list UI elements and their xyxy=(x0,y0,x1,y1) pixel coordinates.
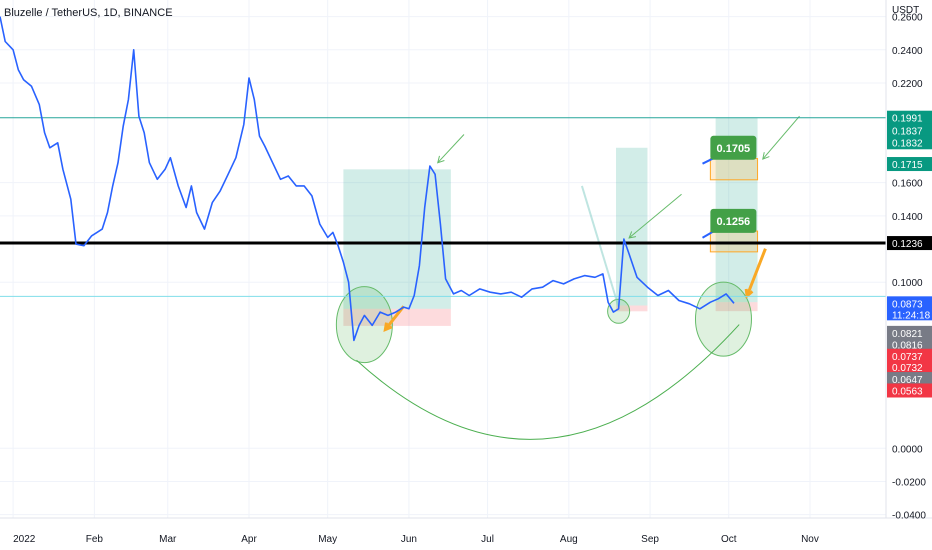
x-tick-label: Jun xyxy=(401,534,417,545)
bottom-circle[interactable] xyxy=(335,286,393,364)
countdown-label: 11:24:18 xyxy=(892,310,931,321)
y-tick-label: 0.1400 xyxy=(892,212,923,223)
x-tick-label: Sep xyxy=(641,534,659,545)
price-badge[interactable] xyxy=(887,110,932,125)
x-tick-label: Oct xyxy=(721,534,737,545)
price-callout[interactable] xyxy=(710,135,757,160)
x-tick-label: May xyxy=(318,534,337,545)
price-badge-label: 0.0737 xyxy=(892,352,923,363)
pointer-arrow-head xyxy=(437,155,445,164)
price-badge-label: 0.0563 xyxy=(892,386,923,397)
pointer-arrow[interactable] xyxy=(628,193,682,239)
x-tick-label: Mar xyxy=(159,534,177,545)
chart-title: Bluzelle / TetherUS, 1D, BINANCE xyxy=(4,7,173,19)
price-badge-label: 0.0873 xyxy=(892,299,923,310)
x-tick-label: Jul xyxy=(481,534,494,545)
target-box[interactable] xyxy=(709,230,759,253)
x-tick-label: 2022 xyxy=(13,534,36,545)
pointer-arrow[interactable] xyxy=(437,134,465,164)
price-badge-label: 0.1991 xyxy=(892,114,923,125)
y-tick-label: -0.0400 xyxy=(892,511,926,522)
price-callout-label: 0.1705 xyxy=(717,143,751,155)
price-badge[interactable] xyxy=(887,135,932,150)
pointer-arrow[interactable] xyxy=(384,305,405,331)
price-axis[interactable] xyxy=(886,0,932,550)
bottom-circle[interactable] xyxy=(694,281,752,357)
long-position-stop-zone[interactable] xyxy=(616,305,648,312)
y-tick-label: -0.0200 xyxy=(892,477,926,488)
price-badge[interactable] xyxy=(887,123,932,138)
price-badge-label: 0.1832 xyxy=(892,138,923,149)
price-badge[interactable] xyxy=(887,348,932,363)
y-tick-label: 0.2200 xyxy=(892,79,923,90)
pointer-arrow-head xyxy=(628,231,637,239)
y-tick-label: 0.2600 xyxy=(892,13,923,24)
price-badge[interactable] xyxy=(887,157,932,172)
price-badge-label: 0.0732 xyxy=(892,363,923,374)
pointer-arrow-head xyxy=(762,152,770,160)
x-tick-label: Nov xyxy=(801,534,819,545)
target-box[interactable] xyxy=(709,158,759,181)
price-badge[interactable] xyxy=(887,337,932,352)
y-tick-label: 0.1600 xyxy=(892,179,923,190)
price-badge-label: 0.1715 xyxy=(892,160,923,171)
price-line[interactable] xyxy=(0,16,735,342)
price-badge-label: 0.1236 xyxy=(892,239,923,250)
x-tick-label: Aug xyxy=(560,534,578,545)
cup-arc[interactable] xyxy=(356,324,740,440)
x-tick-label: Apr xyxy=(241,534,257,545)
y-tick-label: 0.0000 xyxy=(892,444,923,455)
y-tick-label: 0.1000 xyxy=(892,278,923,289)
price-badge[interactable] xyxy=(887,383,932,398)
x-tick-label: Feb xyxy=(86,534,104,545)
pointer-arrow[interactable] xyxy=(745,248,767,297)
price-badge[interactable] xyxy=(887,372,932,387)
currency-label: USDT xyxy=(892,5,919,16)
pointer-arrow-head xyxy=(383,322,393,333)
y-tick-label: 0.2400 xyxy=(892,46,923,57)
price-badge[interactable] xyxy=(887,296,932,321)
price-badge-label: 0.0816 xyxy=(892,340,923,351)
pointer-arrow[interactable] xyxy=(762,115,800,160)
price-callout-label: 0.1256 xyxy=(717,216,751,228)
price-badge-label: 0.0821 xyxy=(892,329,923,340)
price-badge[interactable] xyxy=(887,325,932,340)
price-badge-label: 0.0647 xyxy=(892,375,923,386)
price-callout[interactable] xyxy=(710,208,757,233)
price-badge[interactable] xyxy=(887,360,932,375)
long-position-stop-zone[interactable] xyxy=(715,302,758,312)
trend-line[interactable] xyxy=(580,185,620,308)
price-badge-label: 0.1837 xyxy=(892,126,923,137)
price-badge[interactable] xyxy=(887,236,932,251)
long-position-profit-zone[interactable] xyxy=(343,169,451,309)
